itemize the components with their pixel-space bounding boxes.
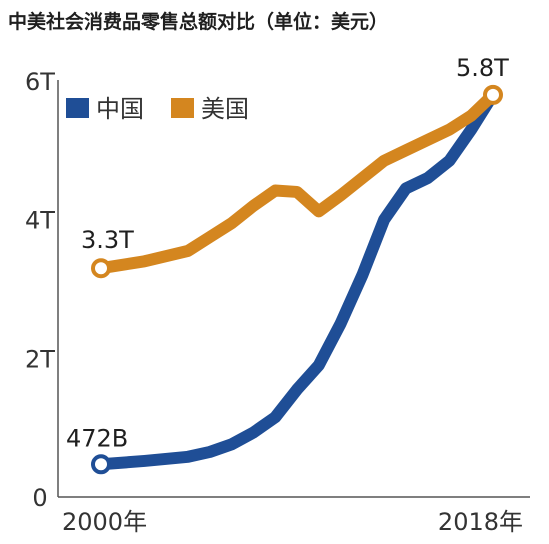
series-line-china (95, 88, 499, 471)
axes (57, 80, 530, 498)
annotation-label: 5.8T (456, 54, 509, 82)
legend-label-china: 中国 (96, 95, 144, 123)
chart-title: 中美社会消费品零售总额对比（单位：美元） (8, 10, 388, 33)
legend-label-usa: 美国 (201, 95, 249, 123)
x-tick-label: 2000年 (62, 508, 147, 536)
x-tick-label: 2018年 (438, 508, 523, 536)
x-tick-labels: 2000年 2018年 (62, 508, 523, 536)
annotations: 3.3T 472B 5.8T (66, 54, 509, 452)
marker-usa-start (91, 258, 111, 279)
annotation-label: 472B (66, 424, 128, 452)
series-line-usa (95, 88, 499, 275)
y-tick-label: 4T (25, 207, 55, 235)
legend-swatch-china (66, 98, 89, 118)
endpoint-markers (91, 84, 503, 475)
y-tick-label: 2T (25, 345, 55, 373)
y-tick-labels: 0 2T 4T 6T (25, 68, 55, 512)
legend-swatch-usa (171, 98, 194, 118)
marker-end (483, 84, 503, 105)
legend: 中国 美国 (66, 95, 249, 123)
y-tick-label: 0 (32, 484, 47, 512)
marker-china-start (91, 454, 111, 475)
annotation-label: 3.3T (81, 226, 134, 254)
y-tick-label: 6T (25, 68, 55, 96)
series-lines (95, 88, 499, 471)
